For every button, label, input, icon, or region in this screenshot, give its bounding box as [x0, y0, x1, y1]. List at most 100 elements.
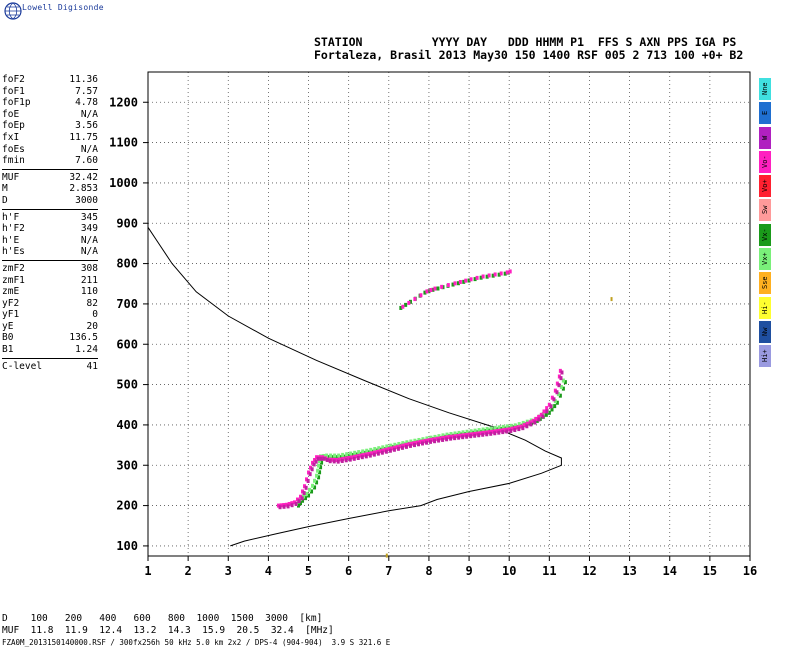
y-tick-label: 1200	[109, 95, 138, 109]
param-value: 3.56	[75, 120, 98, 132]
x-trace-point	[385, 444, 389, 449]
o-trace-point	[545, 406, 549, 411]
o-trace-point	[427, 438, 431, 443]
o-trace-point	[525, 424, 529, 429]
o-trace-point	[292, 500, 296, 505]
param-separator	[2, 168, 98, 170]
param-value: 7.60	[75, 155, 98, 167]
x-trace-point	[315, 480, 319, 485]
o-trace-point	[445, 437, 449, 442]
o-trace-point	[311, 460, 315, 465]
x-trace-point	[311, 483, 315, 488]
param-name: M	[2, 183, 8, 195]
legend-swatch-vo-[interactable]: Vo+	[759, 175, 771, 198]
legend-swatch-vo-[interactable]: Vo-	[759, 150, 771, 173]
x-trace-point	[558, 393, 562, 398]
param-row: yE 20	[2, 321, 98, 333]
o-trace-point	[545, 409, 549, 414]
legend-swatch-nne[interactable]: Nne	[759, 78, 771, 100]
es-trace-point	[423, 290, 427, 295]
param-row: C-level 41	[2, 361, 98, 373]
es-trace-point	[462, 279, 466, 284]
param-name: D	[2, 194, 8, 206]
param-row: zmF1 211	[2, 275, 98, 287]
x-trace-point	[547, 410, 551, 415]
es-trace-point	[479, 275, 483, 280]
x-trace-point	[489, 426, 493, 431]
o-trace-point	[493, 431, 497, 436]
x-trace-point	[461, 430, 465, 435]
legend-swatch-e[interactable]: E	[759, 102, 771, 125]
param-row: h'Es N/A	[2, 246, 98, 258]
o-trace-point	[421, 441, 425, 446]
legend-swatch-nw[interactable]: Nw	[759, 320, 771, 343]
o-trace-point	[350, 455, 354, 460]
o-trace-point	[416, 442, 420, 447]
o-trace-point	[533, 420, 537, 425]
x-trace-point	[465, 429, 469, 434]
param-row: B1 1.24	[2, 344, 98, 356]
x-tick-label: 1	[144, 564, 151, 578]
x-trace-point	[337, 453, 341, 458]
legend-swatch-vx-[interactable]: Vx-	[759, 223, 771, 246]
o-trace-point	[525, 421, 529, 426]
o-trace-point	[400, 445, 404, 450]
param-value: 11.75	[69, 131, 98, 143]
es-trace-point	[401, 304, 405, 309]
footer-file-info: FZA0M_2013150140000.RSF / 300fx256h 50 k…	[2, 638, 391, 647]
globe-logo-icon	[4, 2, 22, 20]
x-trace-point	[509, 423, 513, 428]
x-trace-point	[469, 429, 473, 434]
param-name: zmE	[2, 286, 20, 298]
x-trace-point	[325, 453, 329, 458]
o-trace-point	[364, 454, 368, 459]
y-tick-label: 1000	[109, 176, 138, 190]
o-trace-point	[513, 425, 517, 430]
legend-swatch-sse[interactable]: Sse	[759, 272, 771, 295]
param-name: foEs	[2, 143, 25, 155]
es-trace-point	[467, 278, 471, 283]
param-value: 0	[92, 309, 98, 321]
legend-swatch-hi-[interactable]: Hi+	[759, 345, 771, 368]
x-trace-point	[421, 437, 425, 442]
o-trace-point	[555, 390, 559, 395]
param-value: N/A	[80, 143, 98, 155]
o-trace-point	[360, 455, 364, 460]
o-trace-point	[384, 449, 388, 454]
o-trace-point	[507, 427, 511, 432]
o-trace-point	[425, 440, 429, 445]
param-value: 32.42	[69, 171, 98, 183]
o-trace-point	[290, 503, 294, 508]
x-trace-point	[327, 455, 331, 460]
color-legend: Nne E W Vo- Vo+ Sw Vx- Vx+ Sse Hi- Nw Hi+	[759, 78, 771, 370]
es-trace-point	[413, 297, 417, 302]
param-name: yF1	[2, 309, 20, 321]
x-trace-point	[429, 435, 433, 440]
es-trace-point	[469, 277, 473, 282]
es-trace-point	[473, 277, 477, 282]
legend-swatch-hi-[interactable]: Hi-	[759, 296, 771, 319]
legend-swatch-vx-[interactable]: Vx+	[759, 248, 771, 271]
param-name: foE	[2, 108, 20, 120]
es-trace-point	[419, 293, 423, 298]
legend-swatch-w[interactable]: W	[759, 126, 771, 149]
o-trace-point	[469, 434, 473, 439]
o-trace-point	[401, 443, 405, 448]
o-trace-point	[336, 459, 340, 464]
x-trace-point	[501, 424, 505, 429]
param-value: 7.57	[75, 85, 98, 97]
o-trace-point	[467, 432, 471, 437]
x-trace-point	[477, 428, 481, 433]
es-trace-point	[458, 280, 462, 285]
o-trace-point	[499, 428, 503, 433]
o-trace-point	[408, 443, 412, 448]
x-trace-point	[541, 411, 545, 416]
param-row: foF1p 4.78	[2, 97, 98, 109]
x-trace-point	[497, 425, 501, 430]
o-trace-point	[368, 453, 372, 458]
x-trace-point	[457, 430, 461, 435]
param-separator	[2, 357, 98, 359]
param-row: h'F2 349	[2, 223, 98, 235]
legend-swatch-sw[interactable]: Sw	[759, 199, 771, 222]
